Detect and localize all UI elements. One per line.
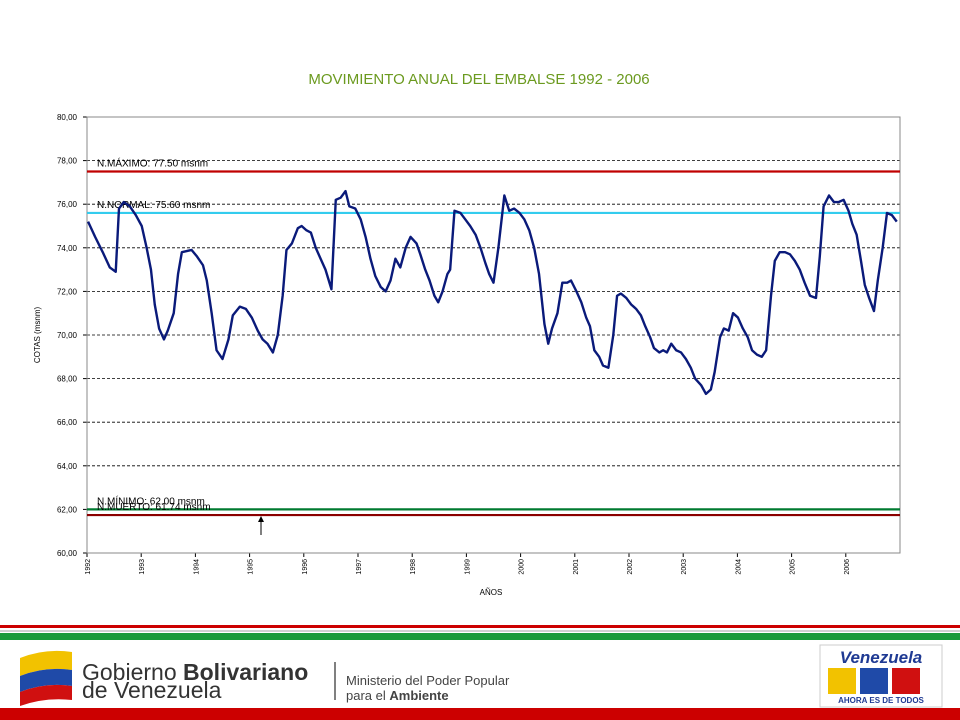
y-axis-label: COTAS (msnm) xyxy=(33,307,42,364)
x-tick-label: 1999 xyxy=(464,559,471,575)
flag-red xyxy=(20,684,72,706)
y-tick-label: 66,00 xyxy=(57,418,78,427)
brand-block-red xyxy=(892,668,920,694)
stripe-red xyxy=(0,625,960,628)
gov-word: Gobierno xyxy=(82,659,177,685)
reference-label: N.MUERTO: 61.74 msnm xyxy=(97,502,211,513)
chart-title: MOVIMIENTO ANUAL DEL EMBALSE 1992 - 2006 xyxy=(308,71,649,88)
brand-block-yellow xyxy=(828,668,856,694)
y-tick-label: 80,00 xyxy=(57,113,78,122)
x-axis-label: AÑOS xyxy=(480,588,503,597)
x-tick-label: 1998 xyxy=(410,559,417,575)
x-tick-label: 2006 xyxy=(844,559,851,575)
brand-block-blue xyxy=(860,668,888,694)
y-tick-label: 64,00 xyxy=(57,462,78,471)
y-tick-label: 78,00 xyxy=(57,157,78,166)
y-tick-label: 60,00 xyxy=(57,549,78,558)
reference-label: N.MÍNIMO: 62.00 msnm xyxy=(97,494,205,507)
x-tick-label: 1993 xyxy=(139,559,146,575)
y-tick-label: 74,00 xyxy=(57,244,78,253)
y-tick-label: 68,00 xyxy=(57,375,78,384)
data-line xyxy=(86,189,898,396)
flag-yellow xyxy=(20,650,72,676)
ministry-word: para el xyxy=(346,688,386,703)
x-tick-label: 2000 xyxy=(519,559,526,575)
x-tick-label: 1992 xyxy=(85,559,92,575)
reference-label: N.NORMAL: 75.60 msnm xyxy=(97,200,210,211)
brand-text: Venezuela xyxy=(840,648,923,667)
x-tick-label: 2003 xyxy=(681,559,688,575)
brand-slogan: AHORA ES DE TODOS xyxy=(838,696,924,705)
plot-frame xyxy=(86,116,901,554)
flag-blue xyxy=(20,668,72,692)
reference-label: N.MÁXIMO: 77.50 msnm xyxy=(97,157,208,170)
plot-area: 60,00 62,00 64,00 66,00 68,00 70,00 72,00 74,00… xyxy=(57,113,901,575)
gov-logo xyxy=(20,650,72,706)
ministry-line1: Ministerio del Poder Popular xyxy=(346,673,510,688)
x-tick-label: 2002 xyxy=(627,559,634,575)
stripe-gray xyxy=(0,630,960,632)
gov-word-bold: Bolivariano xyxy=(183,659,308,685)
ministry-word-bold: Ambiente xyxy=(389,688,448,703)
x-tick-label: 1995 xyxy=(248,559,255,575)
arrow-head xyxy=(258,516,264,522)
x-tick-label: 1997 xyxy=(356,559,363,575)
brand-logo: Venezuela AHORA ES DE TODOS xyxy=(819,644,943,708)
x-tick-label: 1994 xyxy=(193,559,200,575)
y-tick-label: 72,00 xyxy=(57,287,78,296)
x-tick-label: 2001 xyxy=(573,559,580,575)
gov-name-line1: Gobierno Bolivariano xyxy=(82,659,308,685)
stripe-bottom xyxy=(0,708,960,720)
x-tick-label: 2005 xyxy=(790,559,797,575)
y-tick-label: 76,00 xyxy=(57,200,78,209)
x-tick-label: 1996 xyxy=(302,559,309,575)
x-tick-label: 2004 xyxy=(735,559,742,575)
gov-name-line2: de Venezuela xyxy=(82,677,222,703)
y-tick-label: 62,00 xyxy=(57,505,78,514)
y-tick-label: 70,00 xyxy=(57,331,78,340)
ministry-line2: para el Ambiente xyxy=(346,688,449,703)
stripe-green xyxy=(0,633,960,640)
